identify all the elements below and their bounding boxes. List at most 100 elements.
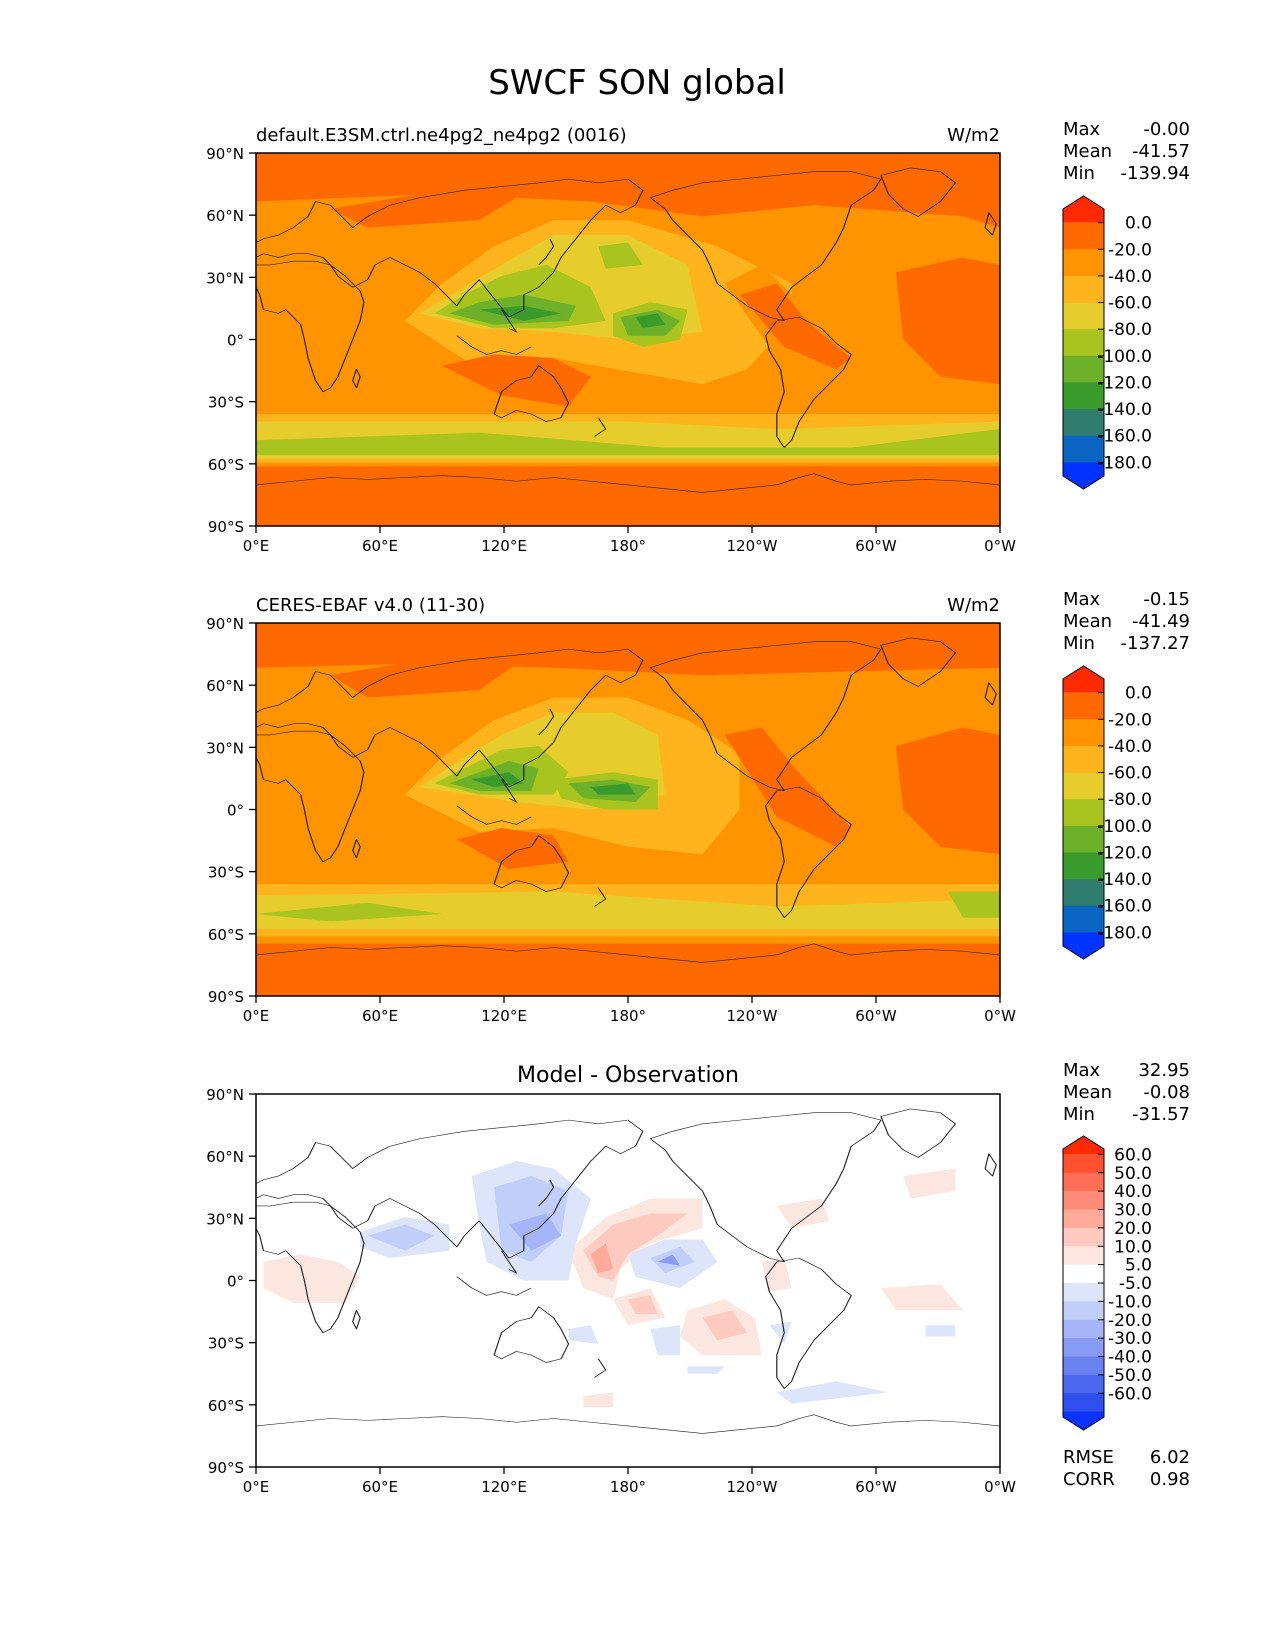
colorbar-segment [1063, 1283, 1104, 1302]
lat-tick-label: 30°N [206, 739, 244, 757]
lon-tick-label: 0°W [984, 1007, 1016, 1025]
lat-tick-label: 90°S [208, 988, 244, 1006]
lon-tick-label: 120°W [727, 1007, 778, 1025]
colorbar-segment [1063, 1246, 1104, 1266]
colorbar-segment [1063, 745, 1104, 774]
lon-tick-label: 0°E [243, 1478, 270, 1496]
stat-max-value: 32.95 [1138, 1060, 1190, 1081]
colorbar-segment [1063, 1227, 1104, 1247]
colorbar-tick-label: 0.0 [1125, 684, 1152, 704]
colorbar-segment [1063, 275, 1104, 304]
lon-tick-label: 0°W [984, 1478, 1016, 1496]
lat-tick-label: 60°N [206, 207, 244, 225]
colorbar-segment [1063, 772, 1104, 800]
colorbar-tick-label: -30.0 [1108, 1329, 1152, 1349]
colorbar-segment [1063, 799, 1104, 827]
lat-tick-label: 90°S [208, 1459, 244, 1477]
stats-block: Max -0.15 Mean -41.49 Min -137.27 [1063, 589, 1190, 654]
colorbar-segment [1063, 1209, 1104, 1229]
lat-tick-label: 0° [227, 802, 244, 820]
lat-tick-label: 60°S [208, 926, 244, 944]
colorbar-segment [1063, 719, 1104, 747]
map-field [256, 623, 1000, 996]
lat-tick-label: 0° [227, 1273, 244, 1291]
panel-difference: Model - Observation [206, 1060, 1190, 1496]
colorbar-tick-label: -10.0 [1108, 1292, 1152, 1312]
lon-tick-label: 120°W [727, 537, 778, 555]
colorbar-segment [1063, 382, 1104, 410]
lon-tick-label: 120°E [481, 1478, 527, 1496]
stats-block: Max 32.95 Mean -0.08 Min -31.57 [1063, 1060, 1190, 1125]
colorbar-tick-label: 40.0 [1114, 1182, 1152, 1202]
colorbar-segment [1063, 1172, 1104, 1192]
colorbar-segment [1063, 905, 1104, 933]
colorbar-segment [1063, 1356, 1104, 1376]
lon-tick-label: 60°E [362, 537, 398, 555]
colorbar-outline [1062, 665, 1105, 960]
colorbar-segment [1063, 1301, 1104, 1321]
lat-tick-label: 60°N [206, 677, 244, 695]
metrics-block: RMSE 6.02 CORR 0.98 [1063, 1447, 1190, 1490]
colorbar-tick-label: -100.0 [1097, 817, 1152, 837]
colorbar-segment [1063, 329, 1104, 357]
colorbar-outline [1062, 195, 1105, 490]
lon-tick-label: 120°W [727, 1478, 778, 1496]
colorbar-tick-label: -50.0 [1108, 1366, 1152, 1386]
colorbar-tick-label: -40.0 [1108, 737, 1152, 757]
lon-tick-label: 120°E [481, 537, 527, 555]
colorbar-segment [1063, 825, 1104, 853]
colorbar-segment [1063, 196, 1104, 223]
colorbar-tick-label: 5.0 [1125, 1256, 1152, 1276]
stat-min-label: Min [1063, 163, 1095, 184]
stat-max-value: -0.00 [1143, 119, 1190, 140]
colorbar: 0.0 -20.0 -40.0 -60.0 -80.0 -100.0 -120.0 -140.… [1062, 665, 1152, 960]
colorbar-tick-label: -100.0 [1097, 347, 1152, 367]
stats-block: Max -0.00 Mean -41.57 Min -139.94 [1063, 119, 1190, 184]
stat-max-label: Max [1063, 119, 1101, 140]
colorbar-tick-label: -140.0 [1097, 870, 1152, 890]
colorbar-segment [1063, 1393, 1104, 1413]
lat-tick-label: 60°S [208, 1397, 244, 1415]
metric-corr-value: 0.98 [1150, 1469, 1190, 1490]
colorbar-segment [1063, 1136, 1104, 1155]
lat-tick-label: 60°N [206, 1148, 244, 1166]
stat-mean-label: Mean [1063, 1082, 1112, 1103]
colorbar-segment [1063, 435, 1104, 463]
panel-model: default.E3SM.ctrl.ne4pg2_ne4pg2 (0016) W… [206, 119, 1190, 555]
colorbar-tick-label: -60.0 [1108, 1384, 1152, 1404]
colorbar-tick-label: 50.0 [1114, 1164, 1152, 1184]
map-axes: 90°N 60°N 30°N 0° 30°S 60°S 90°S0°E 60°E 120°E 18… [206, 615, 1016, 1025]
stat-min-value: -139.94 [1121, 163, 1190, 184]
colorbar-tick-label: -160.0 [1097, 427, 1152, 447]
figure-title: SWCF SON global [488, 63, 786, 103]
stat-mean-value: -0.08 [1143, 1082, 1190, 1103]
colorbar-tick-label: -40.0 [1108, 267, 1152, 287]
map-axes: 90°N 60°N 30°N 0° 30°S 60°S 90°S0°E 60°E 120°E 18… [206, 145, 1016, 555]
colorbar-tick-label: 0.0 [1125, 214, 1152, 234]
colorbar-tick-label: -60.0 [1108, 294, 1152, 314]
colorbar-segment [1063, 1338, 1104, 1357]
colorbar-tick-label: -180.0 [1097, 923, 1152, 943]
colorbar-segment [1063, 879, 1104, 907]
colorbar-segment [1063, 852, 1104, 880]
colorbar-tick-label: 30.0 [1114, 1201, 1152, 1221]
colorbar-tick-label: -160.0 [1097, 897, 1152, 917]
lat-tick-label: 30°S [208, 864, 244, 882]
stat-mean-label: Mean [1063, 611, 1112, 632]
lat-tick-label: 60°S [208, 456, 244, 474]
colorbar-segment [1063, 355, 1104, 383]
colorbar-tick-label: -20.0 [1108, 710, 1152, 730]
lon-tick-label: 180° [610, 537, 646, 555]
colorbar-tick-label: -5.0 [1119, 1274, 1152, 1294]
colorbar-segment [1063, 1411, 1104, 1430]
panel-units: W/m2 [947, 595, 1000, 616]
lat-tick-label: 30°S [208, 394, 244, 412]
colorbar-tick-label: -120.0 [1097, 843, 1152, 863]
panel-units: W/m2 [947, 125, 1000, 146]
stat-max-label: Max [1063, 1060, 1101, 1081]
lat-tick-label: 90°S [208, 518, 244, 536]
lon-tick-label: 120°E [481, 1007, 527, 1025]
colorbar-segment [1063, 409, 1104, 437]
colorbar-segment [1063, 1374, 1104, 1394]
map-field [256, 153, 1000, 526]
